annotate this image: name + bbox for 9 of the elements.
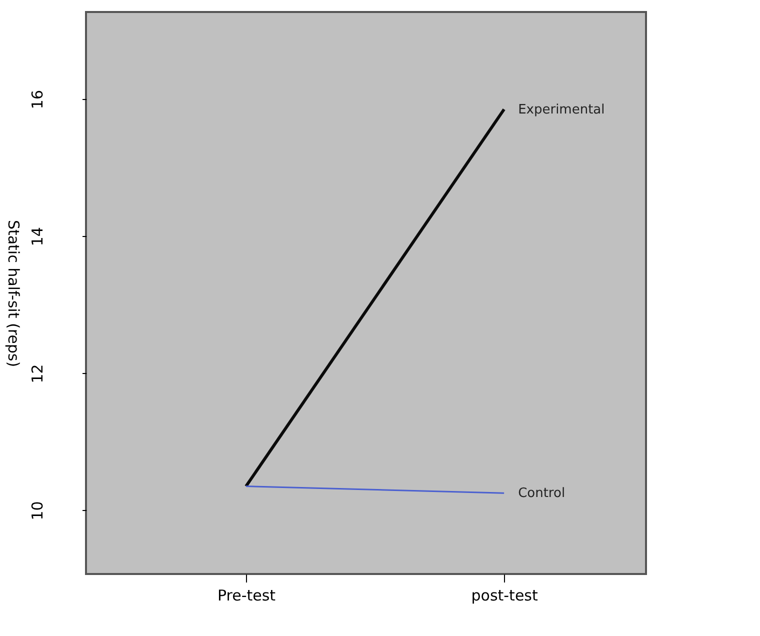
y-tick-label: 14 — [28, 227, 46, 246]
x-tick-label: post-test — [471, 586, 538, 604]
y-axis-title: Static half-sit (reps) — [4, 220, 22, 368]
y-tick-label: 16 — [28, 90, 46, 110]
series-label: Control — [518, 486, 566, 502]
y-tick-label: 12 — [28, 364, 46, 384]
x-tick-label: Pre-test — [217, 586, 276, 604]
series-label: Experimental — [518, 102, 605, 118]
y-tick-label: 10 — [28, 501, 46, 520]
